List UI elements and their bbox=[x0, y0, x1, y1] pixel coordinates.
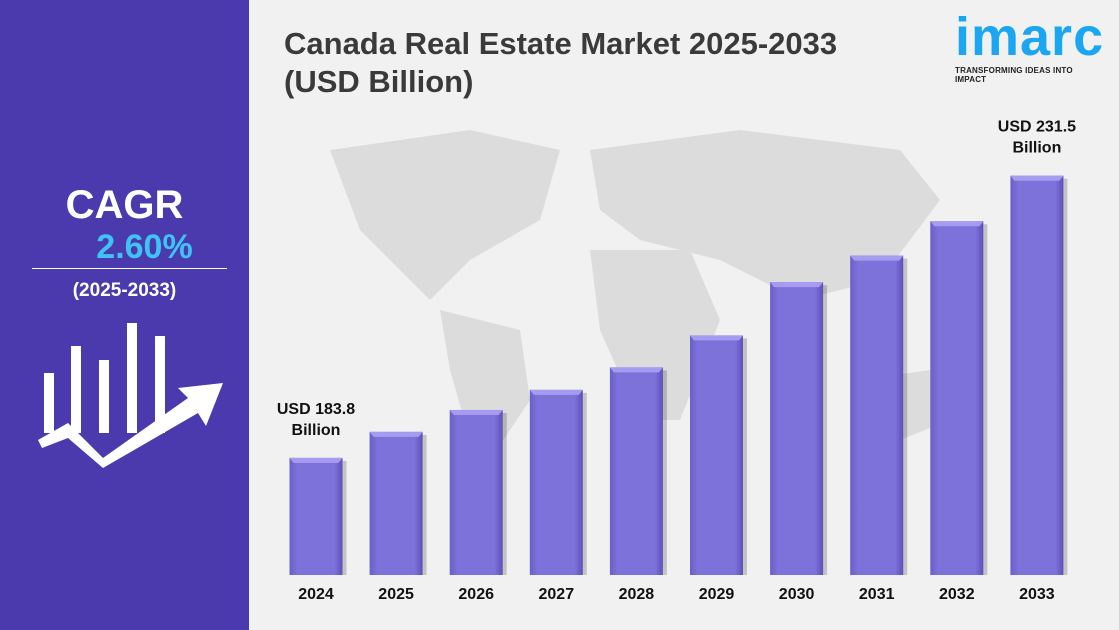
bar-bevel bbox=[1010, 175, 1064, 181]
bar-bevel bbox=[609, 367, 663, 373]
bar-bevel bbox=[690, 335, 743, 341]
x-tick-label: 2029 bbox=[699, 586, 735, 603]
cagr-panel: CAGR 2.60% (2025-2033) bbox=[0, 0, 249, 630]
bar-bevel bbox=[850, 255, 904, 261]
title-line-2: (USD Billion) bbox=[284, 64, 474, 99]
cagr-period: (2025-2033) bbox=[72, 280, 177, 301]
data-label: USD 183.8 bbox=[277, 401, 355, 418]
bar-2025 bbox=[369, 431, 423, 575]
data-label: Billion bbox=[1012, 140, 1061, 157]
bar-bevel bbox=[449, 409, 503, 415]
data-label: Billion bbox=[292, 422, 341, 439]
bar-2027 bbox=[529, 389, 583, 575]
x-tick-label: 2030 bbox=[779, 586, 815, 603]
bar-2031 bbox=[850, 255, 904, 575]
bar-2032 bbox=[930, 221, 984, 575]
bar-2033 bbox=[1010, 175, 1064, 575]
bar-2030 bbox=[770, 282, 824, 575]
bar-bevel bbox=[930, 221, 984, 227]
chart-title: Canada Real Estate Market 2025-2033 (USD… bbox=[284, 25, 837, 101]
imarc-logo: imarc TRANSFORMING IDEAS INTO IMPACT bbox=[955, 8, 1105, 84]
logo-tagline: TRANSFORMING IDEAS INTO IMPACT bbox=[955, 66, 1073, 84]
x-tick-label: 2031 bbox=[859, 586, 895, 603]
x-tick-label: 2032 bbox=[939, 586, 975, 603]
bar-bevel bbox=[289, 457, 343, 463]
data-label: USD 231.5 bbox=[998, 119, 1076, 136]
x-tick-label: 2025 bbox=[378, 586, 414, 603]
bar-2028 bbox=[609, 367, 663, 575]
x-tick-label: 2027 bbox=[539, 586, 575, 603]
bar-bevel bbox=[770, 282, 824, 288]
x-tick-label: 2033 bbox=[1019, 586, 1055, 603]
x-tick-label: 2028 bbox=[619, 586, 655, 603]
bar-2029 bbox=[690, 335, 743, 575]
bar-bevel bbox=[369, 431, 423, 437]
bar-bevel bbox=[529, 389, 583, 395]
cagr-value: 2.60% bbox=[96, 228, 193, 266]
bar-growth-arrow-icon bbox=[38, 323, 223, 468]
bar-2026 bbox=[449, 409, 503, 575]
x-tick-label: 2024 bbox=[298, 586, 334, 603]
bar-2024 bbox=[289, 457, 343, 575]
title-line-1: Canada Real Estate Market 2025-2033 bbox=[284, 26, 838, 61]
x-tick-label: 2026 bbox=[458, 586, 494, 603]
logo-word: imarc bbox=[955, 7, 1105, 67]
cagr-label: CAGR bbox=[65, 183, 184, 227]
divider bbox=[32, 268, 227, 269]
